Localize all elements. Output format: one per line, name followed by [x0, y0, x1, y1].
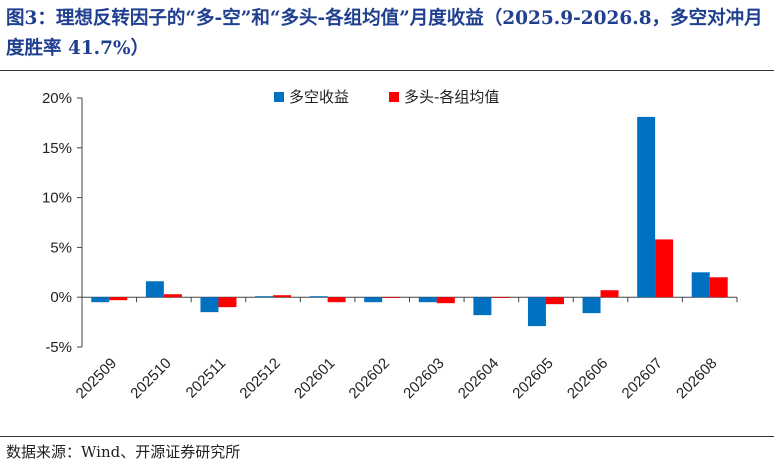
bar-long-minus-mean	[491, 297, 510, 298]
x-tick-label: 202511	[183, 355, 230, 402]
bottom-rule	[0, 436, 774, 437]
y-tick-label: 20%	[42, 90, 72, 107]
x-tick-label: 202608	[673, 355, 720, 402]
x-tick-label: 202602	[346, 355, 393, 402]
bar-long-short	[309, 296, 328, 298]
bar-long-minus-mean	[273, 295, 292, 298]
x-tick-label: 202603	[400, 355, 447, 402]
chart-title: 图3：理想反转因子的“多-空”和“多头-各组均值”月度收益（2025.9-202…	[6, 8, 763, 59]
y-tick-label: 0%	[50, 289, 72, 306]
top-rule	[0, 70, 774, 71]
bar-long-short	[91, 297, 110, 303]
bar-long-short	[691, 272, 710, 298]
bar-long-minus-mean	[218, 297, 237, 308]
bar-chart: -5% 0% 5% 10% 15% 20% 202509 202510 202511 202512…	[42, 88, 738, 402]
legend-label: 多头-各组均值	[404, 88, 499, 106]
bar-long-minus-mean	[709, 277, 728, 298]
legend-swatch	[274, 92, 284, 102]
x-tick-label: 202605	[509, 355, 556, 402]
bar-long-short	[582, 297, 601, 314]
x-tick-label: 202604	[455, 355, 502, 402]
bar-long-short	[145, 281, 164, 298]
x-tick-label: 202509	[73, 355, 120, 402]
y-tick-label: 10%	[42, 190, 72, 207]
x-tick-label: 202607	[619, 355, 666, 402]
bar-long-minus-mean	[655, 239, 674, 298]
bar-long-short	[637, 116, 656, 298]
legend-label: 多空收益	[289, 88, 349, 106]
bar-long-minus-mean	[436, 297, 455, 304]
bar-long-minus-mean	[600, 290, 619, 298]
x-tick-label: 202601	[291, 355, 338, 402]
x-tick-label: 202510	[127, 355, 174, 402]
legend-swatch	[389, 92, 399, 102]
bar-long-minus-mean	[382, 297, 401, 298]
bar-long-short	[255, 296, 274, 298]
bar-long-short	[418, 297, 437, 303]
bar-long-short	[364, 297, 383, 303]
bar-long-minus-mean	[163, 294, 182, 298]
bar-long-minus-mean	[545, 297, 564, 305]
y-tick-label: 5%	[50, 239, 72, 256]
x-tick-label: 202512	[236, 355, 283, 402]
bar-long-short	[473, 297, 492, 316]
bar-long-minus-mean	[327, 297, 346, 303]
source-note: 数据来源：Wind、开源证券研究所	[6, 443, 241, 461]
bar-long-short	[527, 297, 546, 327]
bar-long-short	[200, 297, 219, 313]
y-tick-label: 15%	[42, 140, 72, 157]
y-tick-label: -5%	[45, 339, 72, 356]
x-tick-label: 202606	[564, 355, 611, 402]
bar-long-minus-mean	[109, 297, 128, 301]
